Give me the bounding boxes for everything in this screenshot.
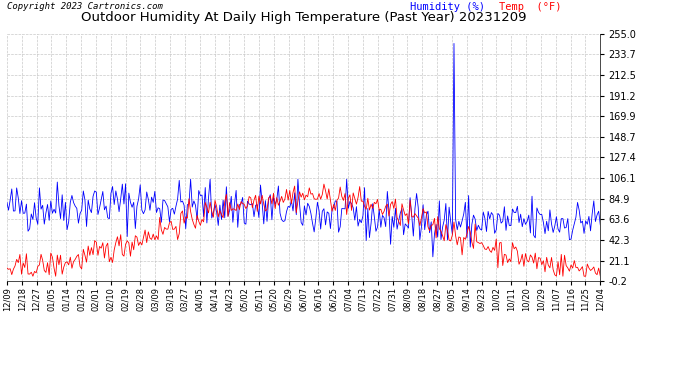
Text: Temp  (°F): Temp (°F): [500, 2, 562, 12]
Text: Humidity (%): Humidity (%): [411, 2, 485, 12]
Text: Outdoor Humidity At Daily High Temperature (Past Year) 20231209: Outdoor Humidity At Daily High Temperatu…: [81, 11, 526, 24]
Text: Copyright 2023 Cartronics.com: Copyright 2023 Cartronics.com: [7, 2, 163, 10]
